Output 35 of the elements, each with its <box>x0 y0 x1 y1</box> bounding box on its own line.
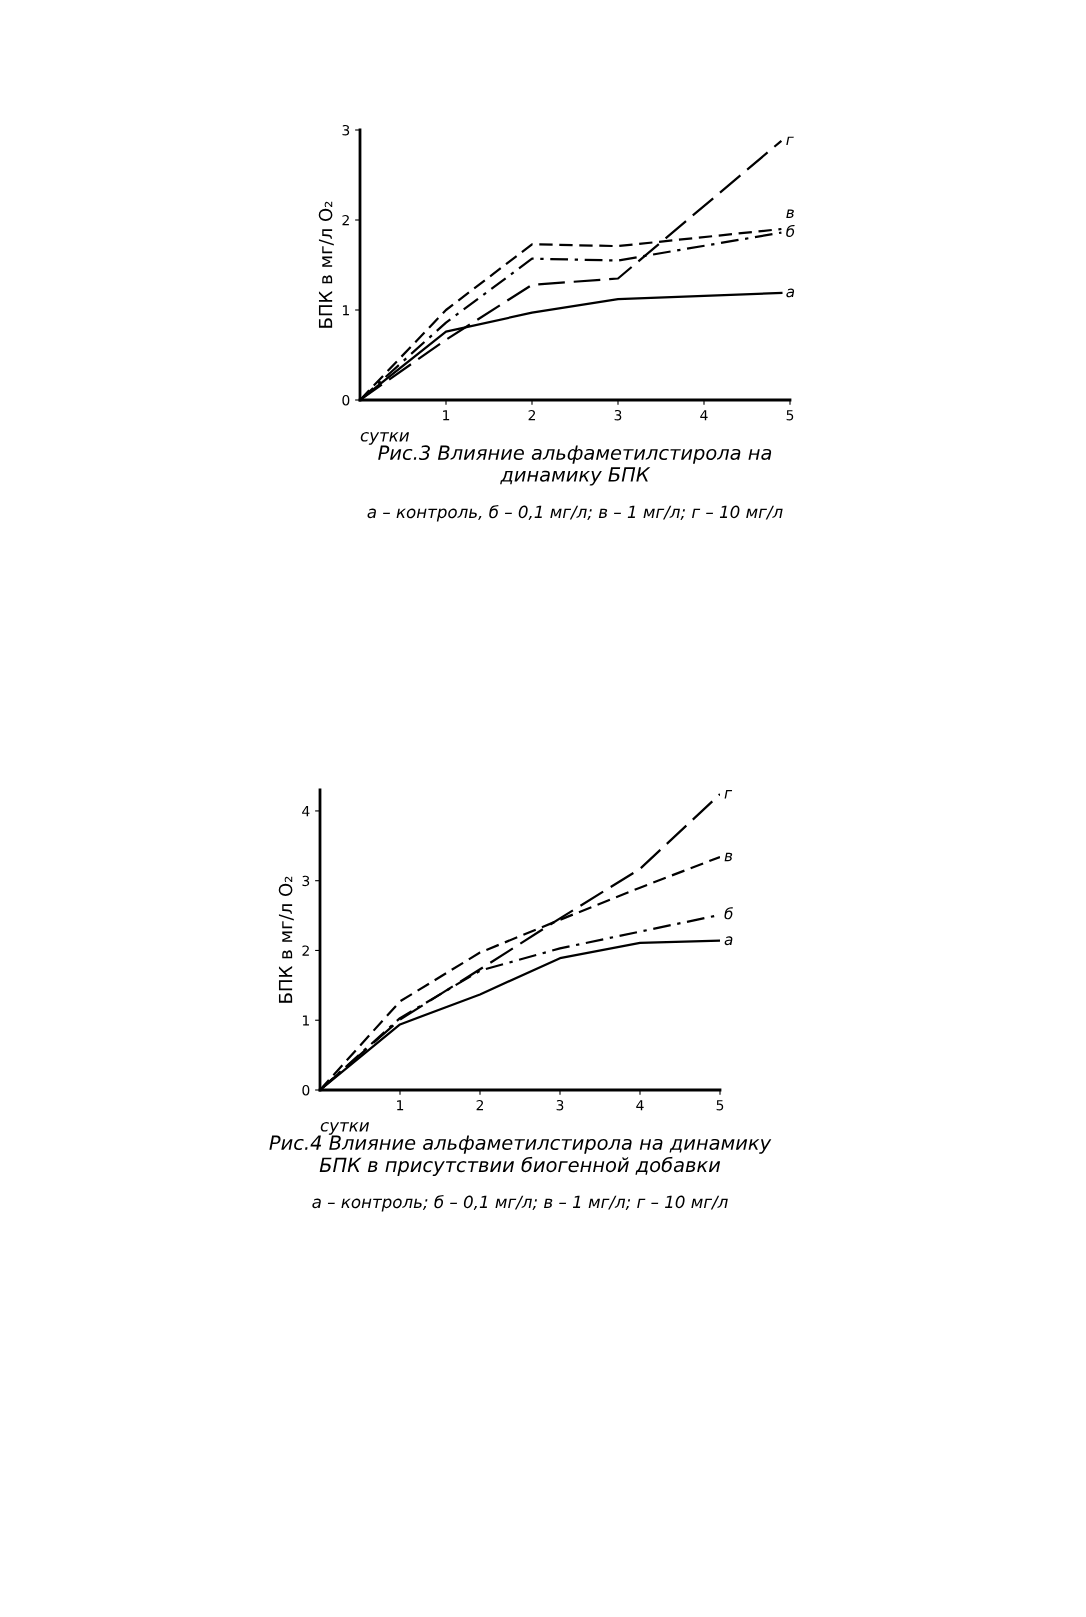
series-label: а <box>724 936 733 946</box>
series-label: г <box>724 790 733 799</box>
series-label: б <box>724 907 733 920</box>
x-tick-label: 3 <box>614 409 622 421</box>
text: а – контроль, б – 0,1 мг/л; в – 1 мг/л; г – 10 мг/л <box>367 505 783 522</box>
x-axis-title: сутки <box>320 1122 370 1135</box>
x-axis-title: сутки <box>360 432 410 445</box>
x-tick-label: 1 <box>397 1100 404 1111</box>
x-tick-label: 2 <box>528 409 536 421</box>
y-axis-title: БПК в мг/л O₂ <box>278 876 294 1003</box>
series-label: в <box>786 209 794 218</box>
series-label: б <box>786 224 795 238</box>
series-label: а <box>786 288 795 298</box>
series-label: в <box>724 852 733 862</box>
y-tick-label: 0 <box>342 394 350 406</box>
x-tick-label: 5 <box>716 1100 724 1111</box>
x-tick-label: 5 <box>786 410 794 421</box>
y-tick-label: 2 <box>342 214 349 226</box>
y-tick-label: 0 <box>302 1084 310 1096</box>
x-tick-label: 3 <box>556 1099 564 1111</box>
x-tick-label: 1 <box>443 410 450 421</box>
x-tick-label: 2 <box>476 1099 484 1111</box>
y-tick-label: 4 <box>302 806 310 817</box>
text: Рис.3 Влияние альфаметилстирола на динамику БПК <box>378 445 772 486</box>
text: Рис.4 Влияние альфаметилстирола на динамику БПК в присутствии биогенной добавки <box>269 1135 772 1176</box>
y-tick-label: 3 <box>302 875 310 887</box>
series-label: г <box>786 136 794 146</box>
x-tick-label: 4 <box>636 1100 644 1111</box>
text: а – контроль; б – 0,1 мг/л; в – 1 мг/л; г – 10 мг/л <box>312 1195 728 1212</box>
x-tick-label: 4 <box>700 410 708 421</box>
y-tick-label: 1 <box>342 305 349 316</box>
y-tick-label: 2 <box>302 945 309 956</box>
y-tick-label: 1 <box>302 1015 309 1026</box>
y-tick-label: 3 <box>342 124 350 136</box>
y-axis-title: БПК в мг/л O₂ <box>318 201 334 328</box>
